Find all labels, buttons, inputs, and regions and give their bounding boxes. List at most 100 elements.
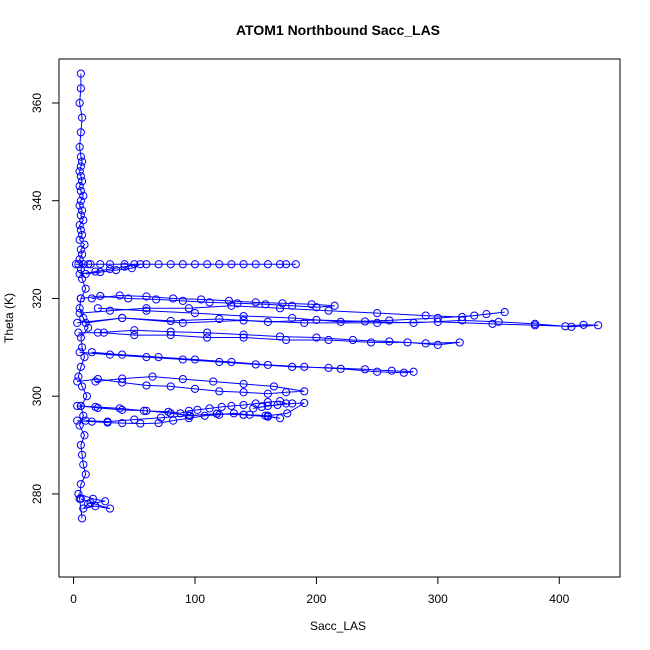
- data-point: [154, 352, 163, 362]
- data-point: [455, 338, 464, 347]
- data-point: [81, 318, 90, 327]
- data-point: [77, 157, 87, 166]
- data-point: [269, 382, 279, 391]
- data-point: [176, 409, 185, 418]
- data-point: [80, 431, 89, 440]
- data-point: [76, 362, 85, 371]
- data-point: [77, 250, 87, 259]
- data-point: [118, 313, 127, 323]
- data-point: [105, 504, 115, 513]
- data-point: [115, 404, 124, 413]
- data-point: [79, 411, 88, 420]
- data-point: [142, 304, 151, 313]
- data-point: [281, 399, 291, 408]
- data-point: [164, 407, 173, 416]
- data-point: [227, 357, 236, 367]
- data-point: [154, 260, 163, 269]
- data-point: [239, 388, 248, 397]
- data-point: [263, 389, 272, 398]
- data-point: [76, 69, 85, 78]
- data-point: [205, 404, 214, 413]
- chart-title: ATOM1 Northbound Sacc_LAS: [236, 22, 440, 38]
- data-point: [80, 352, 89, 362]
- data-point: [209, 377, 218, 386]
- data-point: [79, 460, 88, 469]
- data-point: [105, 260, 115, 269]
- data-point: [224, 296, 234, 305]
- data-point: [75, 235, 84, 244]
- data-point: [124, 294, 133, 303]
- data-point: [300, 362, 309, 371]
- data-point: [385, 337, 394, 346]
- data-point: [263, 260, 272, 269]
- series-3: [75, 301, 509, 327]
- data-point: [73, 416, 82, 425]
- data-point: [288, 301, 297, 310]
- data-point: [142, 406, 151, 415]
- data-point: [139, 406, 149, 415]
- data-point: [178, 374, 187, 384]
- data-point: [81, 470, 90, 479]
- data-point: [458, 312, 467, 322]
- data-point: [76, 494, 85, 503]
- data-point: [130, 331, 139, 340]
- data-point: [76, 84, 85, 93]
- data-point: [96, 260, 105, 269]
- data-point: [74, 489, 83, 499]
- data-point: [275, 260, 285, 269]
- data-point: [77, 343, 87, 352]
- data-point: [169, 416, 178, 425]
- data-point: [324, 335, 333, 345]
- data-point: [261, 300, 270, 309]
- data-point: [233, 299, 242, 308]
- data-point: [75, 201, 84, 210]
- y-axis: 280 300 320 340 360: [30, 93, 60, 504]
- data-point: [166, 260, 175, 269]
- data-point: [594, 321, 603, 330]
- data-point: [118, 378, 127, 387]
- data-point: [118, 350, 127, 359]
- data-point: [203, 328, 212, 337]
- data-point: [76, 333, 85, 342]
- data-point: [433, 340, 442, 349]
- data-point: [99, 328, 109, 337]
- data-point: [257, 402, 266, 412]
- data-point: [215, 314, 224, 324]
- data-point: [77, 230, 87, 240]
- data-point: [203, 260, 212, 269]
- data-point: [142, 292, 151, 301]
- data-point: [142, 352, 151, 362]
- data-point: [184, 304, 194, 313]
- data-point: [190, 260, 200, 269]
- data-point: [288, 313, 297, 323]
- data-point: [184, 411, 194, 420]
- x-axis-label: Sacc_LAS: [310, 619, 366, 633]
- data-point: [239, 260, 248, 269]
- data-point: [87, 417, 96, 426]
- y-axis-label: Theta (K): [2, 293, 16, 343]
- data-point: [166, 327, 175, 336]
- data-point: [86, 498, 95, 507]
- data-point: [77, 514, 87, 523]
- data-point: [91, 377, 100, 386]
- data-point: [74, 372, 83, 381]
- data-point: [84, 260, 93, 269]
- data-point: [178, 296, 187, 305]
- data-point: [239, 311, 248, 321]
- series-line: [77, 317, 599, 328]
- data-point: [178, 355, 187, 364]
- data-point: [75, 98, 84, 108]
- series-9: [74, 489, 115, 513]
- data-point: [76, 162, 85, 171]
- data-point: [76, 172, 85, 181]
- x-tick-label: 200: [306, 592, 326, 606]
- data-point: [433, 313, 442, 323]
- data-point: [263, 317, 272, 327]
- data-point: [76, 186, 85, 196]
- series-1: [71, 260, 300, 269]
- data-point: [193, 405, 202, 414]
- data-point: [79, 191, 88, 200]
- data-point: [239, 316, 248, 325]
- data-point: [96, 291, 105, 301]
- data-point: [373, 318, 382, 327]
